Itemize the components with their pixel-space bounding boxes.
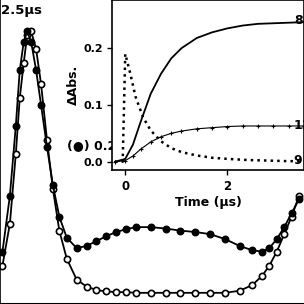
Text: 2.5μs: 2.5μs [1, 5, 42, 17]
Text: (●) 0.25μs: (●) 0.25μs [67, 140, 141, 153]
